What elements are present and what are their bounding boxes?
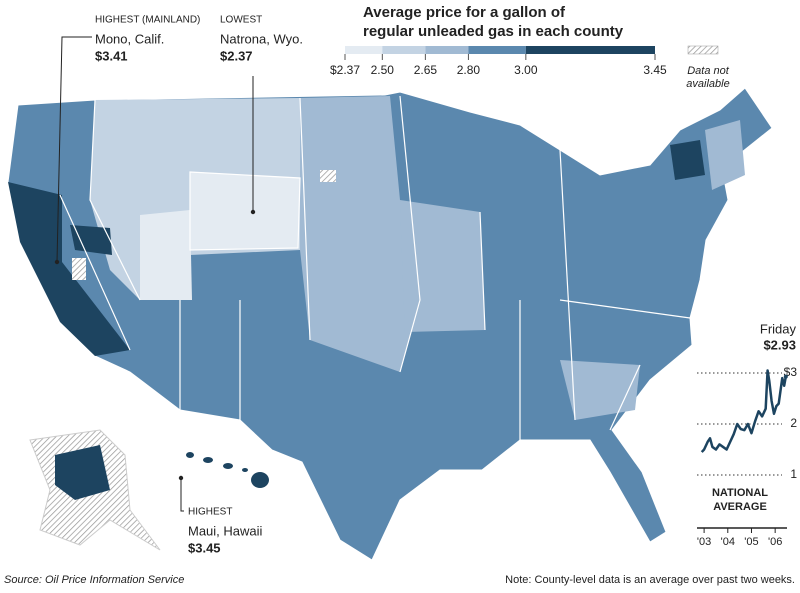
latest-label: Friday (760, 321, 797, 336)
legend-swatch (382, 46, 426, 54)
title: Average price for a gallon of regular un… (363, 4, 624, 40)
annotation-point (54, 259, 60, 265)
legend-label: $2.37 (330, 63, 360, 77)
chart-title: AVERAGE (713, 501, 767, 513)
alaska-dark (55, 445, 110, 500)
x-tick-label: '03 (697, 536, 711, 548)
region-utah (140, 210, 192, 300)
annotation-price: $3.45 (188, 540, 221, 555)
latest-price: $2.93 (763, 337, 796, 352)
legend-swatch (345, 46, 383, 54)
source: Source: Oil Price Information Service (4, 574, 184, 586)
hawaii-inset (186, 452, 269, 488)
no-data-label: Data not (687, 65, 730, 77)
y-tick-label: 1 (790, 467, 797, 481)
leader-line (56, 36, 92, 263)
leader-line (180, 480, 184, 512)
annotation-point (178, 475, 184, 481)
no-data-label: available (686, 78, 729, 90)
state-borders (59, 95, 691, 440)
legend-label: 3.00 (514, 63, 538, 77)
legend-label: 3.45 (643, 63, 667, 77)
legend-swatch (525, 46, 655, 54)
annotation-point (250, 209, 256, 215)
legend-label: 2.50 (371, 63, 395, 77)
us-map (7, 87, 773, 561)
no-data-swatch (687, 45, 719, 55)
annotation-place: Mono, Calif. (95, 31, 164, 46)
region-midwest (400, 200, 485, 332)
region-california (8, 182, 130, 356)
no-data-patch (72, 258, 86, 280)
title-line: regular unleaded gas in each county (363, 23, 624, 40)
legend-label: 2.80 (457, 63, 481, 77)
region-plains (300, 96, 420, 372)
legend-label: 2.65 (414, 63, 438, 77)
annotation-place: Maui, Hawaii (188, 523, 263, 538)
x-tick-label: '05 (744, 536, 758, 548)
region-newyork-dark (670, 140, 705, 180)
note: Note: County-level data is an average ov… (505, 574, 795, 586)
latest-point (783, 374, 788, 379)
region-wyoming (190, 172, 300, 250)
x-tick-label: '06 (768, 536, 782, 548)
legend-swatch (425, 46, 469, 54)
chart-title: NATIONAL (712, 487, 768, 499)
y-tick-label: 2 (790, 416, 797, 430)
title-line: Average price for a gallon of (363, 4, 566, 21)
annotation-place: Natrona, Wyo. (220, 31, 303, 46)
region-nevada-dark (70, 225, 112, 255)
annotation-heading: HIGHEST (188, 507, 232, 518)
no-data-patch (320, 170, 336, 182)
annotation-price: $2.37 (220, 48, 253, 63)
legend-swatch (468, 46, 526, 54)
annotation-heading: HIGHEST (MAINLAND) (95, 15, 200, 26)
line (700, 369, 788, 453)
region-southeast-light (560, 360, 640, 420)
annotation-price: $3.41 (95, 48, 128, 63)
x-tick-label: '04 (721, 536, 735, 548)
region-northeast-light (705, 120, 745, 190)
annotation-heading: LOWEST (220, 15, 262, 26)
